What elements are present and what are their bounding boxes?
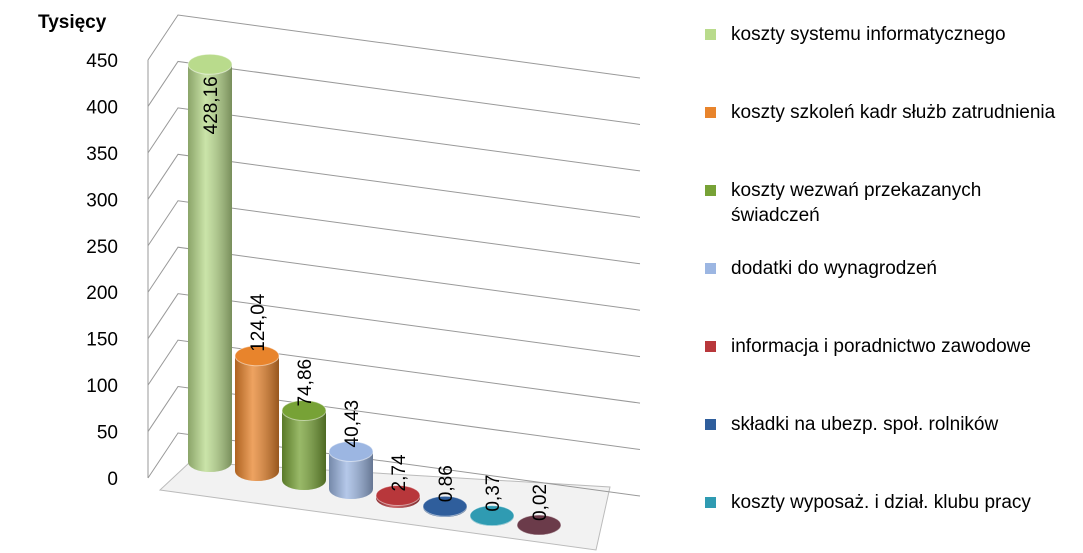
grid-line [147, 107, 641, 172]
y-tick-label: 400 [86, 97, 118, 118]
legend-swatch [705, 419, 716, 430]
value-label: 74,86 [295, 359, 316, 407]
y-tick-label: 50 [97, 423, 118, 444]
grid-line [147, 14, 641, 79]
grid-line [147, 60, 641, 125]
y-tick-label: 150 [86, 330, 118, 351]
y-tick-label: 0 [107, 469, 118, 490]
y-tick-label: 200 [86, 283, 118, 304]
legend-swatch [705, 263, 716, 274]
chart: Tysięcy 0 50 100 150 200 250 300 350 400 450 428,1… [38, 12, 641, 551]
bar-top [234, 345, 280, 367]
bar-top [187, 53, 233, 75]
bar-top [328, 440, 374, 462]
legend-swatch [705, 497, 716, 508]
bar-top [375, 484, 421, 506]
y-tick-label: 100 [86, 376, 118, 397]
grid-line [147, 153, 641, 218]
bar-top [422, 495, 468, 517]
legend-label: koszty wyposaż. i dział. klubu pracy [731, 492, 1031, 513]
bar-shade [188, 64, 232, 473]
value-label: 40,43 [342, 400, 363, 448]
legend-label: koszty systemu informatycznego [731, 24, 1006, 45]
value-label: 0,02 [530, 484, 551, 521]
grid-line [147, 246, 641, 311]
grid-line [147, 386, 641, 451]
legend-label: koszty wezwań przekazanych świadczeń [731, 180, 982, 226]
grid-line [147, 293, 641, 358]
legend-swatch [705, 341, 716, 352]
y-tick-label: 250 [86, 237, 118, 258]
grid-line [147, 200, 641, 265]
value-label: 124,04 [248, 293, 269, 352]
y-tick-label: 300 [86, 190, 118, 211]
value-label: 2,74 [389, 454, 410, 491]
y-tick-label: 350 [86, 144, 118, 165]
bar-shade [282, 410, 326, 490]
bar-shade [329, 451, 373, 499]
value-label: 428,16 [201, 76, 222, 134]
y-axis-label: Tysięcy [38, 12, 107, 33]
grid-line [147, 339, 641, 404]
legend-label: dodatki do wynagrodzeń [731, 258, 937, 279]
grid-line [147, 432, 641, 497]
legend-label: składki na ubezp. społ. rolników [731, 414, 999, 435]
value-label: 0,37 [483, 475, 504, 512]
bar-top [469, 505, 515, 527]
value-label: 0,86 [436, 465, 457, 502]
bar-shade [235, 355, 279, 481]
legend-swatch [705, 29, 716, 40]
y-tick-label: 450 [86, 51, 118, 72]
bar-top [516, 514, 562, 536]
legend-swatch [705, 185, 716, 196]
legend-swatch [705, 107, 716, 118]
bar-top [281, 399, 327, 421]
legend-label: koszty szkoleń kadr służb zatrudnienia [731, 102, 1056, 123]
legend-label: informacja i poradnictwo zawodowe [731, 336, 1031, 357]
